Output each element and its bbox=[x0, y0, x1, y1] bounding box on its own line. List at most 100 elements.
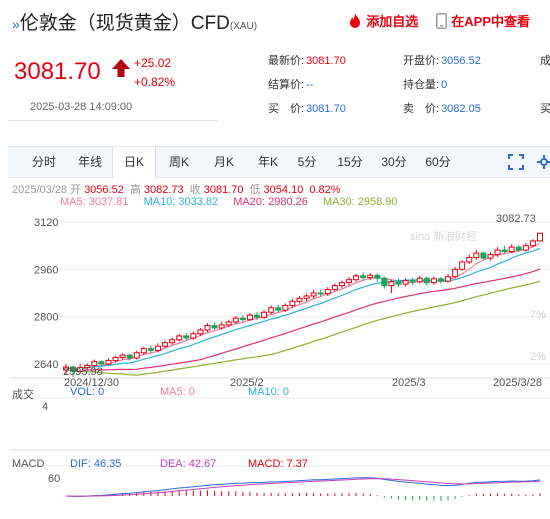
ask-price-field: 卖 价: 3082.05 bbox=[403, 103, 481, 115]
candle-body bbox=[423, 277, 430, 284]
y-tick-label: 2800 bbox=[34, 312, 58, 324]
candle-body bbox=[289, 300, 296, 306]
candle-body bbox=[317, 292, 324, 295]
candle-body bbox=[395, 281, 402, 285]
vol-ma5: MA5: 0 bbox=[160, 386, 195, 398]
candle-body bbox=[303, 295, 310, 299]
candle-body bbox=[225, 321, 232, 326]
candle-body bbox=[119, 354, 126, 358]
candle-body bbox=[487, 254, 494, 259]
settings-icon[interactable] bbox=[536, 154, 550, 170]
view-in-app-button[interactable]: 在APP中查看 bbox=[436, 11, 530, 30]
candle-body bbox=[388, 281, 395, 287]
candle-body bbox=[112, 356, 119, 361]
candle-body bbox=[374, 274, 381, 279]
candle-body bbox=[254, 314, 261, 318]
candle-body bbox=[480, 252, 487, 259]
ma5-line bbox=[65, 242, 541, 370]
change-value: +25.02 bbox=[134, 56, 172, 70]
candle-body bbox=[246, 314, 253, 321]
view-in-app-label: 在APP中查看 bbox=[451, 14, 530, 29]
tab-weekly-k[interactable]: 周K bbox=[168, 155, 189, 169]
candle-body bbox=[445, 276, 452, 282]
phone-icon bbox=[436, 12, 448, 29]
x-label-3: 2025/3/28 bbox=[493, 377, 542, 389]
candle-body bbox=[133, 352, 140, 359]
candle-body bbox=[140, 348, 147, 354]
candle-body bbox=[515, 246, 522, 251]
candle-body bbox=[105, 359, 112, 365]
candle-body bbox=[331, 285, 338, 290]
x-label-2: 2025/3 bbox=[392, 377, 426, 389]
x-label-1: 2025/2 bbox=[230, 377, 264, 389]
ma30-label: MA30: 2958.90 bbox=[322, 196, 398, 208]
candle-body bbox=[211, 325, 218, 329]
candle-body bbox=[261, 311, 268, 318]
candle-body bbox=[508, 246, 515, 253]
tab-15min[interactable]: 15分 bbox=[337, 155, 363, 169]
candle-body bbox=[437, 278, 444, 282]
tab-daily-k[interactable]: 日K bbox=[112, 147, 156, 178]
candle-body bbox=[77, 367, 84, 372]
candle-body bbox=[367, 274, 374, 279]
y-tick-label: 2960 bbox=[34, 264, 58, 276]
candle-body bbox=[381, 277, 388, 287]
period-tabs: 分时 年线 日K 周K 月K 年K 5分 15分 30分 60分 bbox=[8, 146, 550, 178]
flame-icon bbox=[350, 12, 361, 28]
ma-legend: MA5: 3037.81 MA10: 3033.82 MA20: 2980.26… bbox=[60, 196, 410, 208]
fullscreen-icon[interactable] bbox=[508, 154, 524, 170]
quote-timestamp: 2025-03-28 14:09:00 bbox=[30, 101, 133, 113]
tab-intraday[interactable]: 分时 bbox=[31, 155, 56, 169]
candle-body bbox=[204, 325, 211, 331]
ma5-label: MA5: 3037.81 bbox=[60, 196, 129, 208]
candle-body bbox=[296, 297, 303, 302]
ma20-label: MA20: 2980.26 bbox=[233, 196, 308, 208]
candle-body bbox=[360, 275, 367, 279]
candle-body bbox=[282, 304, 289, 311]
tab-yearly-k[interactable]: 年K bbox=[257, 155, 278, 169]
x-label-0: 2024/12/30 bbox=[64, 377, 119, 389]
add-favorite-label: 添加自选 bbox=[366, 14, 419, 29]
candle-body bbox=[310, 292, 317, 297]
candle-body bbox=[84, 364, 91, 369]
tab-60min[interactable]: 60分 bbox=[425, 155, 451, 169]
min-price-label: 2595.98 bbox=[63, 366, 103, 378]
tab-5min[interactable]: 5分 bbox=[297, 155, 317, 169]
candle-body bbox=[239, 317, 246, 321]
candle-body bbox=[169, 339, 176, 344]
candle-body bbox=[183, 335, 190, 339]
ma30-line bbox=[65, 280, 541, 376]
candle-body bbox=[324, 288, 331, 295]
candle-body bbox=[537, 232, 543, 242]
candle-body bbox=[430, 278, 437, 284]
candle-body bbox=[147, 348, 154, 351]
tab-yearline[interactable]: 年线 bbox=[77, 155, 102, 169]
tab-monthly-k[interactable]: 月K bbox=[213, 155, 234, 169]
candle-body bbox=[473, 252, 480, 258]
vol-value: VOL: 0 bbox=[70, 386, 105, 398]
dea-line bbox=[65, 478, 541, 497]
candle-body bbox=[63, 366, 69, 371]
candle-body bbox=[176, 335, 183, 341]
volume-axis-label: 4 bbox=[42, 401, 48, 413]
tab-30min[interactable]: 30分 bbox=[381, 155, 407, 169]
macd-dea: DEA: 42.67 bbox=[160, 458, 217, 470]
add-favorite-button[interactable]: 添加自选 bbox=[348, 11, 418, 30]
ma10-label: MA10: 3033.82 bbox=[143, 196, 219, 208]
candle-body bbox=[162, 342, 169, 347]
price-change: +25.02 +0.82% bbox=[134, 54, 175, 92]
candle-body bbox=[345, 279, 352, 284]
kline-chart[interactable]: 3120 2960 2800 2640 sina 新浪财经 7% 2% 3082.73… bbox=[0, 208, 550, 519]
candle-body bbox=[70, 366, 77, 372]
candle-body bbox=[529, 240, 536, 247]
candle-body bbox=[522, 245, 529, 251]
ma10-line bbox=[65, 247, 541, 370]
candle-body bbox=[98, 361, 105, 365]
double-chevron-icon: » bbox=[12, 16, 20, 32]
cut-label-volume: 成 bbox=[540, 55, 550, 67]
candle-body bbox=[190, 333, 197, 339]
candle-body bbox=[353, 275, 360, 281]
candle-body bbox=[154, 345, 161, 351]
max-price-label: 3082.73 bbox=[496, 213, 536, 225]
candle-body bbox=[409, 280, 416, 283]
